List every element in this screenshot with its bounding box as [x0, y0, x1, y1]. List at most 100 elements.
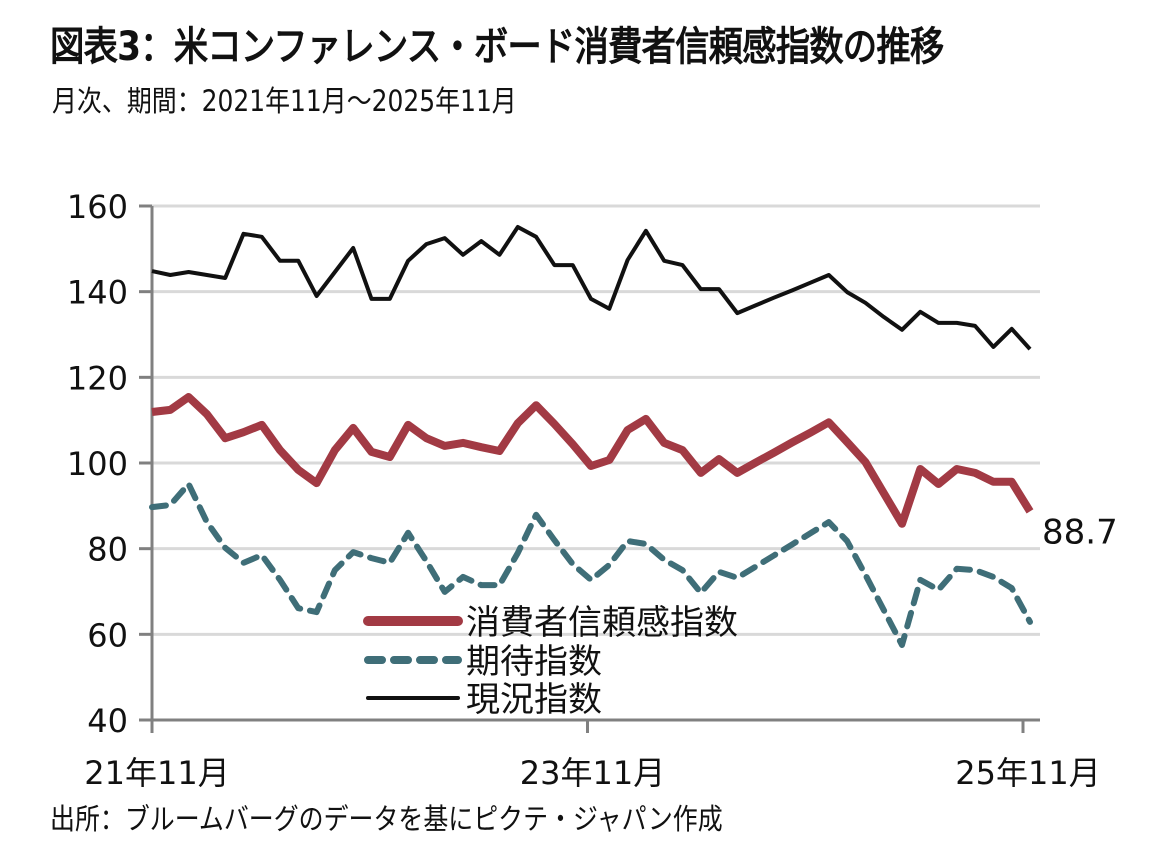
chart-subtitle: 月次、期間：2021年11月～2025年11月 [52, 84, 517, 118]
data-point-consumer-confidence [406, 423, 410, 427]
data-point-consumer-confidence [918, 467, 922, 471]
data-point-expectations [388, 561, 392, 565]
data-point-expectations [863, 573, 867, 577]
data-point-consumer-confidence [168, 408, 172, 412]
data-point-expectations [223, 546, 227, 550]
series-line-consumer-confidence [151, 393, 1034, 528]
data-point-present-situation [882, 315, 886, 319]
data-point-expectations [1010, 586, 1014, 590]
data-point-consumer-confidence [150, 410, 154, 414]
data-point-expectations [168, 503, 172, 507]
data-point-expectations [626, 539, 630, 543]
data-point-expectations [296, 606, 300, 610]
data-point-consumer-confidence [754, 461, 758, 465]
x-tick-label: 25年11月 [955, 754, 1100, 792]
data-point-expectations [699, 591, 703, 595]
data-point-present-situation [150, 269, 154, 273]
data-point-expectations [315, 610, 319, 614]
data-point-expectations [973, 568, 977, 572]
data-point-expectations [498, 583, 502, 587]
data-point-present-situation [260, 235, 264, 239]
data-point-consumer-confidence [717, 457, 721, 461]
data-point-expectations [772, 554, 776, 558]
axes: 40 60 80 100 120 140 160 21年11月 23年11月 25年11月 [67, 188, 1101, 792]
data-point-consumer-confidence [315, 481, 319, 485]
data-point-expectations [790, 542, 794, 546]
data-point-expectations [424, 559, 428, 563]
data-point-expectations [516, 551, 520, 555]
data-point-expectations [187, 482, 191, 486]
data-point-present-situation [589, 297, 593, 301]
data-point-consumer-confidence [772, 451, 776, 455]
data-point-present-situation [845, 290, 849, 294]
data-point-expectations [589, 578, 593, 582]
data-point-expectations [809, 531, 813, 535]
data-point-expectations [717, 570, 721, 574]
data-point-consumer-confidence [973, 471, 977, 475]
data-point-consumer-confidence [827, 420, 831, 424]
data-point-present-situation [790, 288, 794, 292]
data-point-consumer-confidence [1028, 509, 1032, 513]
data-point-present-situation [827, 273, 831, 277]
data-point-consumer-confidence [516, 421, 520, 425]
data-point-consumer-confidence [900, 522, 904, 526]
data-point-present-situation [607, 307, 611, 311]
data-point-expectations [607, 563, 611, 567]
data-point-present-situation [1010, 327, 1014, 331]
data-point-expectations [735, 576, 739, 580]
data-point-consumer-confidence [223, 436, 227, 440]
data-point-consumer-confidence [260, 423, 264, 427]
data-point-present-situation [351, 246, 355, 250]
gridlines [152, 204, 1040, 636]
y-tick-label: 80 [87, 531, 128, 569]
data-point-consumer-confidence [571, 442, 575, 446]
data-point-consumer-confidence [863, 460, 867, 464]
data-point-expectations [1028, 620, 1032, 624]
data-point-expectations [534, 513, 538, 517]
data-point-expectations [882, 608, 886, 612]
data-point-present-situation [388, 297, 392, 301]
data-point-consumer-confidence [333, 448, 337, 452]
data-point-consumer-confidence [607, 458, 611, 462]
data-point-expectations [351, 550, 355, 554]
legend-label-expectations: 期待指数 [466, 642, 602, 682]
y-tick-label: 60 [87, 616, 128, 654]
data-point-present-situation [516, 225, 520, 229]
y-tick-label: 160 [67, 188, 128, 226]
series-line-present-situation [151, 225, 1032, 351]
data-point-present-situation [552, 263, 556, 267]
data-point-expectations [479, 583, 483, 587]
source-note: 出所：ブルームバーグのデータを基にピクテ・ジャパン作成 [50, 802, 723, 836]
data-point-present-situation [900, 328, 904, 332]
data-point-consumer-confidence [735, 471, 739, 475]
data-point-present-situation [863, 301, 867, 305]
y-tick-label: 100 [67, 445, 128, 483]
data-point-present-situation [168, 273, 172, 277]
data-point-present-situation [534, 235, 538, 239]
data-point-expectations [406, 531, 410, 535]
series-line-expectations [149, 481, 1033, 648]
data-point-consumer-confidence [534, 403, 538, 407]
data-point-present-situation [333, 270, 337, 274]
data-point-expectations [443, 590, 447, 594]
data-point-consumer-confidence [479, 445, 483, 449]
y-tick-label: 140 [67, 274, 128, 312]
data-point-expectations [571, 562, 575, 566]
data-point-expectations [937, 588, 941, 592]
legend-label-consumer-confidence: 消費者信頼感指数 [466, 603, 738, 643]
data-point-consumer-confidence [644, 417, 648, 421]
data-point-present-situation [370, 297, 374, 301]
data-point-present-situation [918, 310, 922, 314]
data-point-expectations [845, 539, 849, 543]
chart-title: 図表3：米コンファレンス・ボード消費者信頼感指数の推移 [50, 24, 944, 70]
data-point-consumer-confidence [699, 471, 703, 475]
data-point-present-situation [241, 232, 245, 236]
data-point-present-situation [717, 287, 721, 291]
data-point-expectations [680, 568, 684, 572]
data-point-consumer-confidence [424, 436, 428, 440]
data-point-present-situation [443, 236, 447, 240]
data-point-consumer-confidence [662, 441, 666, 445]
data-point-present-situation [662, 259, 666, 263]
